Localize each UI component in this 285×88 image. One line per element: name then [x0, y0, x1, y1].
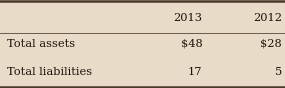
Text: $28: $28 — [260, 39, 282, 49]
Text: 2012: 2012 — [253, 13, 282, 23]
Text: Total assets: Total assets — [7, 39, 75, 49]
Text: 5: 5 — [275, 67, 282, 77]
Text: 17: 17 — [188, 67, 202, 77]
Text: 2013: 2013 — [173, 13, 202, 23]
Text: Total liabilities: Total liabilities — [7, 67, 92, 77]
Text: $48: $48 — [181, 39, 202, 49]
